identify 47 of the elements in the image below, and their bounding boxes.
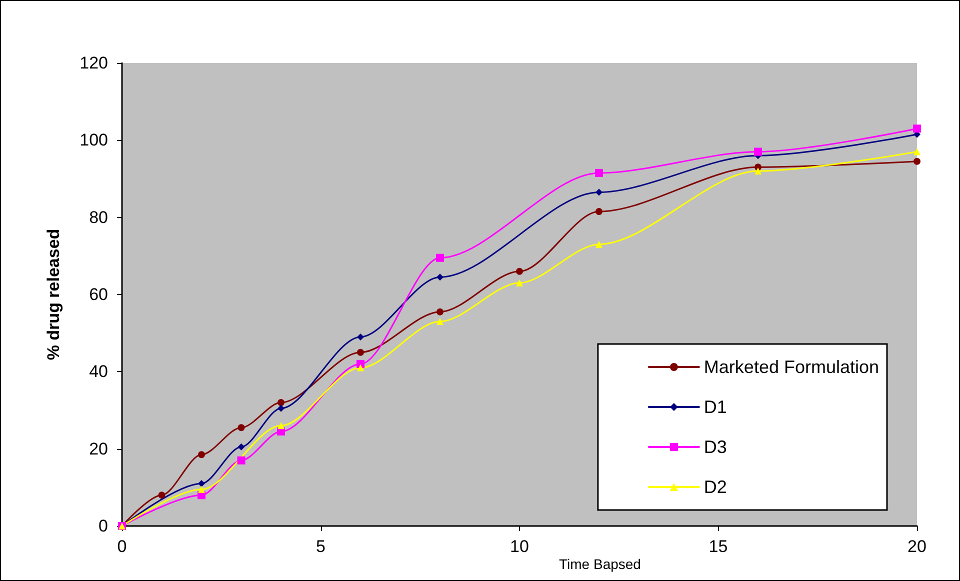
x-tick-label: 10 <box>510 537 529 556</box>
point <box>436 318 444 326</box>
point <box>198 486 205 493</box>
point <box>516 279 523 286</box>
point <box>596 208 602 216</box>
point <box>516 268 523 275</box>
point <box>278 404 284 412</box>
legend-label: Marketed Formulation <box>704 357 880 377</box>
point <box>596 188 602 196</box>
point <box>357 364 364 372</box>
x-tick-label: 15 <box>708 537 728 556</box>
y-tick-label: 60 <box>89 285 108 304</box>
point <box>198 480 205 488</box>
point <box>596 240 602 248</box>
point <box>436 274 444 281</box>
point <box>278 399 284 406</box>
point <box>238 443 245 450</box>
x-tick-label: 0 <box>117 537 127 556</box>
y-tick-label: 100 <box>80 130 108 150</box>
y-axis-title: % drug released <box>44 228 63 360</box>
point <box>914 148 920 156</box>
x-tick-label: 5 <box>316 537 326 556</box>
point <box>158 492 166 499</box>
point <box>754 148 762 156</box>
x-tick-label: 20 <box>908 537 926 556</box>
point <box>436 254 444 262</box>
legend-label: D3 <box>704 437 727 457</box>
y-tick-label: 40 <box>89 362 108 382</box>
point <box>237 456 246 464</box>
y-tick-label: 0 <box>98 516 108 536</box>
point <box>436 308 444 316</box>
point <box>357 333 364 340</box>
point <box>356 360 364 368</box>
point <box>913 124 921 133</box>
y-tick-label: 80 <box>89 208 108 227</box>
point <box>754 168 762 175</box>
point <box>198 451 205 458</box>
point <box>595 168 603 177</box>
y-tick-label: 120 <box>80 54 108 72</box>
legend-label: D2 <box>704 477 727 497</box>
legend-label: D1 <box>704 397 727 417</box>
point <box>914 158 920 165</box>
point <box>238 424 245 432</box>
point <box>357 348 364 356</box>
point <box>278 422 284 430</box>
y-tick-label: 20 <box>89 439 108 458</box>
x-axis-title: Time Bapsed <box>559 556 641 572</box>
